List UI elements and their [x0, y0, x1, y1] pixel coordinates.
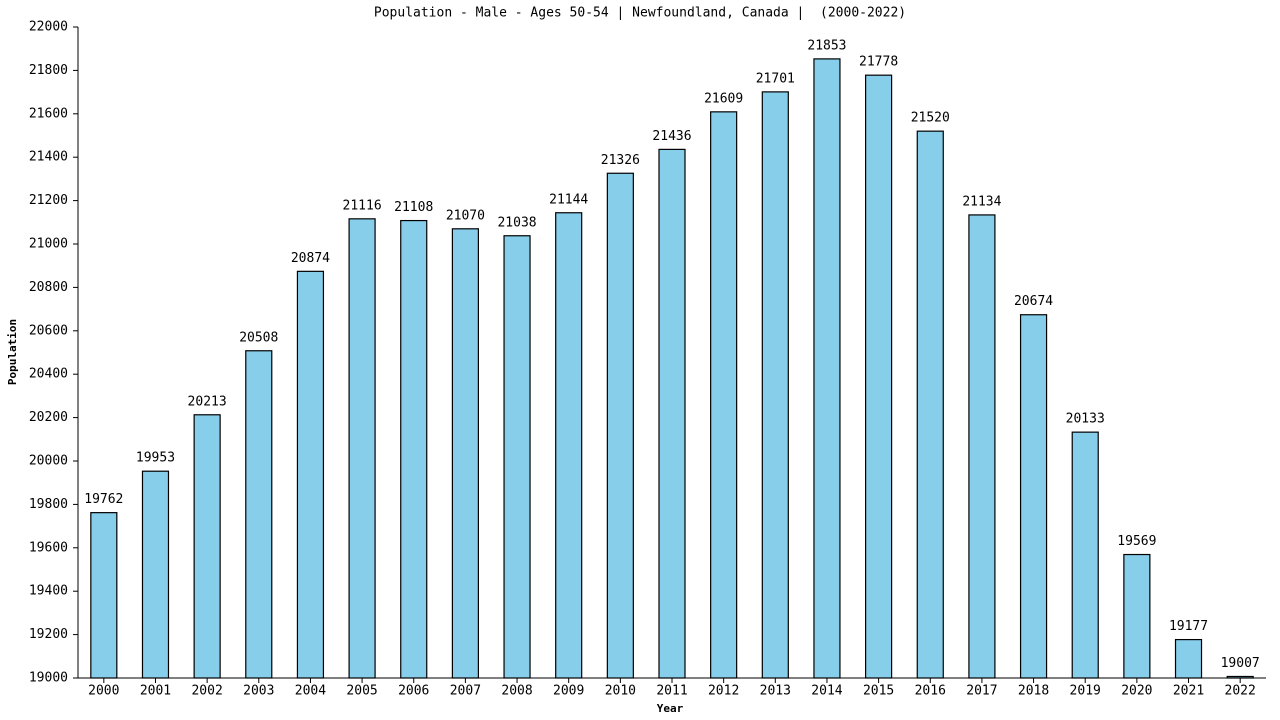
x-tick-label: 2004: [295, 684, 326, 699]
bar: [555, 212, 583, 679]
bar: [1174, 638, 1203, 679]
x-tick-label: 2020: [1121, 684, 1152, 699]
x-tick-label: 2013: [760, 684, 791, 699]
x-tick-label: 2019: [1070, 684, 1101, 699]
value-label: 21070: [446, 208, 485, 223]
chart-title: Population - Male - Ages 50-54 | Newfoun…: [374, 6, 906, 21]
value-label: 20213: [188, 394, 227, 409]
value-label: 21326: [601, 153, 640, 168]
bar: [865, 74, 893, 679]
x-tick-label: 2018: [1018, 684, 1049, 699]
bar: [1019, 314, 1048, 679]
value-label: 21144: [549, 192, 588, 207]
value-label: 21108: [394, 200, 433, 215]
bar: [141, 470, 170, 679]
bar: [1123, 553, 1151, 679]
y-tick-label: 21600: [29, 106, 68, 121]
value-label: 21520: [911, 111, 950, 126]
y-tick-label: 21800: [29, 63, 68, 78]
y-tick-label: 21200: [29, 193, 68, 208]
x-tick-label: 2007: [450, 684, 481, 699]
x-tick-label: 2015: [863, 684, 894, 699]
y-tick-label: 19600: [29, 540, 68, 555]
y-tick-label: 20000: [29, 454, 68, 469]
x-tick-label: 2000: [88, 684, 119, 699]
value-label: 20133: [1066, 412, 1105, 427]
y-axis-label: Population: [6, 319, 19, 385]
value-label: 21436: [652, 129, 691, 144]
x-tick-label: 2008: [501, 684, 532, 699]
bar: [1071, 431, 1099, 679]
value-label: 20674: [1014, 294, 1053, 309]
value-label: 19953: [136, 451, 175, 466]
value-label: 21038: [497, 215, 536, 230]
value-label: 21116: [343, 198, 382, 213]
y-tick-label: 21400: [29, 150, 68, 165]
x-tick-label: 2014: [811, 684, 842, 699]
y-tick-label: 19000: [29, 671, 68, 686]
x-tick-label: 2011: [656, 684, 687, 699]
bar: [503, 235, 531, 679]
bar: [245, 350, 273, 679]
bar: [968, 214, 996, 679]
bar: [606, 172, 634, 679]
value-label: 21701: [756, 71, 795, 86]
value-label: 21609: [704, 91, 743, 106]
x-tick-label: 2012: [708, 684, 739, 699]
x-tick-label: 2017: [966, 684, 997, 699]
x-tick-label: 2022: [1225, 684, 1256, 699]
x-tick-label: 2001: [140, 684, 171, 699]
x-tick-label: 2005: [346, 684, 377, 699]
y-tick-label: 20800: [29, 280, 68, 295]
x-tick-label: 2002: [191, 684, 222, 699]
y-tick-label: 20600: [29, 323, 68, 338]
bar: [451, 228, 479, 679]
x-tick-label: 2009: [553, 684, 584, 699]
x-tick-label: 2016: [915, 684, 946, 699]
bar: [1226, 675, 1254, 679]
value-label: 20508: [239, 330, 278, 345]
value-label: 20874: [291, 251, 330, 266]
y-tick-label: 19800: [29, 497, 68, 512]
bar: [658, 148, 686, 679]
bar: [710, 111, 738, 679]
x-tick-label: 2010: [605, 684, 636, 699]
x-axis-label: Year: [657, 702, 684, 715]
bar: [90, 512, 118, 679]
value-label: 19762: [84, 492, 123, 507]
value-label: 19177: [1169, 619, 1208, 634]
value-label: 19007: [1221, 656, 1260, 671]
bar: [761, 91, 789, 679]
bar: [348, 218, 376, 679]
y-tick-label: 20400: [29, 367, 68, 382]
bar: [193, 414, 221, 679]
bar: [296, 270, 325, 679]
x-tick-label: 2003: [243, 684, 274, 699]
y-tick-label: 22000: [29, 20, 68, 35]
value-label: 21134: [962, 194, 1001, 209]
bar: [400, 219, 428, 679]
y-tick-label: 19200: [29, 627, 68, 642]
x-tick-label: 2021: [1173, 684, 1204, 699]
x-tick-label: 2006: [398, 684, 429, 699]
y-tick-label: 19400: [29, 584, 68, 599]
value-label: 21778: [859, 55, 898, 70]
value-label: 21853: [807, 38, 846, 53]
bar: [813, 58, 841, 679]
y-tick-label: 20200: [29, 410, 68, 425]
value-label: 19569: [1117, 534, 1156, 549]
y-tick-label: 21000: [29, 237, 68, 252]
bar: [916, 130, 944, 679]
